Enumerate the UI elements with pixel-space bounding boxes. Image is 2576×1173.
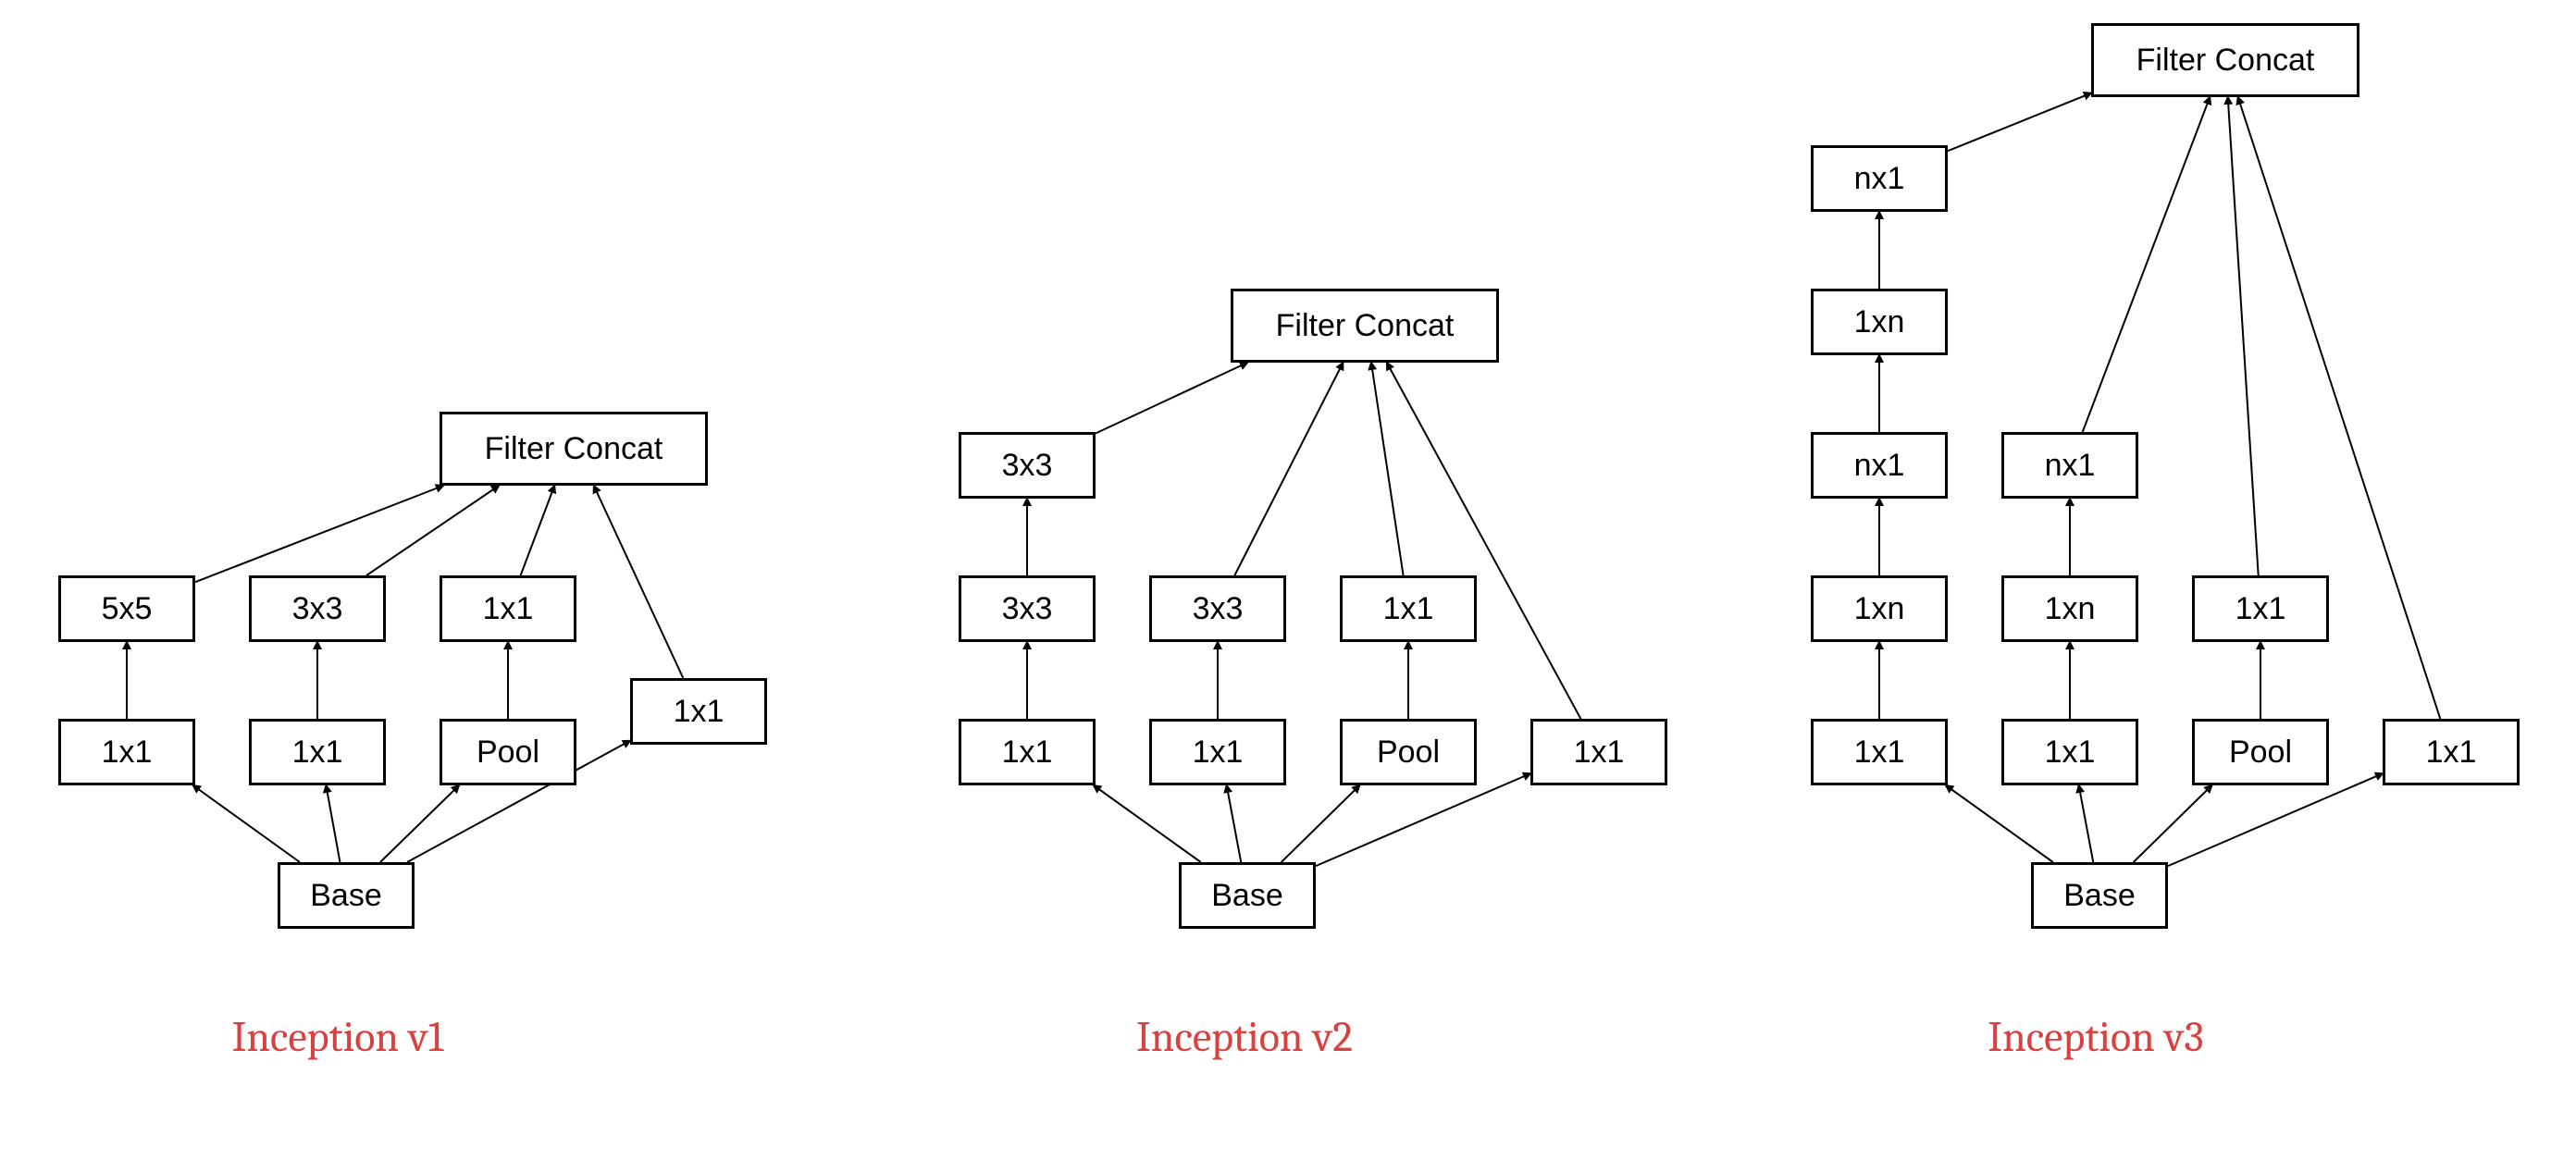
node-v2-3x3-a1: 3x3 xyxy=(959,575,1096,642)
node-v3-1xn-a1: 1xn xyxy=(1811,575,1948,642)
edge-v1-base-to-v1-pool xyxy=(380,785,459,862)
edge-v3-1x1-c-to-v3-concat xyxy=(2228,97,2259,575)
node-v3-1xn-a2: 1xn xyxy=(1811,289,1948,355)
node-v3-base: Base xyxy=(2031,862,2168,929)
edge-v2-base-to-v2-pool xyxy=(1282,785,1360,862)
node-v1-1x1-b: 1x1 xyxy=(249,719,386,785)
edge-v2-base-to-v2-1x1-a xyxy=(1094,785,1201,862)
node-v3-nx1-a1: nx1 xyxy=(1811,432,1948,499)
node-v3-1x1-a: 1x1 xyxy=(1811,719,1948,785)
node-v1-5x5: 5x5 xyxy=(58,575,195,642)
edge-v2-base-to-v2-1x1-b xyxy=(1227,785,1242,862)
edge-v3-nx1-b1-to-v3-concat xyxy=(2083,97,2211,432)
edge-v3-nx1-a2-to-v3-concat xyxy=(1948,93,2091,151)
node-v3-pool: Pool xyxy=(2192,719,2329,785)
node-v3-1xn-b1: 1xn xyxy=(2001,575,2138,642)
node-v2-pool: Pool xyxy=(1340,719,1477,785)
edge-v1-base-to-v1-1x1-b xyxy=(326,785,340,862)
node-v2-1x1-b: 1x1 xyxy=(1149,719,1286,785)
edge-v3-base-to-v3-1x1-d xyxy=(2168,773,2383,866)
node-v2-1x1-a: 1x1 xyxy=(959,719,1096,785)
edge-v1-base-to-v1-1x1-a xyxy=(193,785,300,862)
edge-v1-5x5-to-v1-concat xyxy=(195,486,443,582)
edge-v2-1x1-d-to-v2-concat xyxy=(1387,363,1581,719)
node-v2-1x1-c: 1x1 xyxy=(1340,575,1477,642)
caption-cap-v2: Inception v2 xyxy=(1106,1013,1383,1062)
diagram-canvas: Base 1x1 1x1 Pool 1x1 5x5 3x3 1x1 Filter Concat B… xyxy=(0,0,2576,1173)
caption-cap-v3: Inception v3 xyxy=(1957,1013,2235,1062)
node-v2-1x1-d: 1x1 xyxy=(1530,719,1667,785)
edge-v3-base-to-v3-1x1-a xyxy=(1946,785,2053,862)
node-v1-1x1-d: 1x1 xyxy=(630,678,767,745)
caption-cap-v1: Inception v1 xyxy=(199,1013,477,1062)
node-v1-pool: Pool xyxy=(440,719,576,785)
edge-v1-1x1-d-to-v1-concat xyxy=(594,486,684,678)
node-v2-3x3-b: 3x3 xyxy=(1149,575,1286,642)
node-v1-base: Base xyxy=(278,862,415,929)
node-v1-3x3: 3x3 xyxy=(249,575,386,642)
edge-v1-3x3-to-v1-concat xyxy=(366,486,499,575)
node-v3-1x1-c: 1x1 xyxy=(2192,575,2329,642)
node-v1-1x1-c: 1x1 xyxy=(440,575,576,642)
node-v1-concat: Filter Concat xyxy=(440,412,708,486)
node-v3-nx1-b1: nx1 xyxy=(2001,432,2138,499)
edges-layer xyxy=(0,0,2576,1173)
node-v2-3x3-a2: 3x3 xyxy=(959,432,1096,499)
edge-v3-base-to-v3-pool xyxy=(2134,785,2212,862)
node-v3-1x1-d: 1x1 xyxy=(2383,719,2520,785)
node-v2-base: Base xyxy=(1179,862,1316,929)
edge-v2-1x1-c-to-v2-concat xyxy=(1371,363,1404,575)
node-v1-1x1-a: 1x1 xyxy=(58,719,195,785)
edge-v2-3x3-b-to-v2-concat xyxy=(1234,363,1343,575)
edge-v2-3x3-a2-to-v2-concat xyxy=(1096,363,1247,433)
edge-v2-base-to-v2-1x1-d xyxy=(1316,773,1530,866)
node-v2-concat: Filter Concat xyxy=(1231,289,1499,363)
edge-v3-base-to-v3-1x1-b xyxy=(2079,785,2094,862)
node-v3-concat: Filter Concat xyxy=(2091,23,2359,97)
edge-v1-1x1-c-to-v1-concat xyxy=(521,486,555,575)
node-v3-1x1-b: 1x1 xyxy=(2001,719,2138,785)
node-v3-nx1-a2: nx1 xyxy=(1811,145,1948,212)
